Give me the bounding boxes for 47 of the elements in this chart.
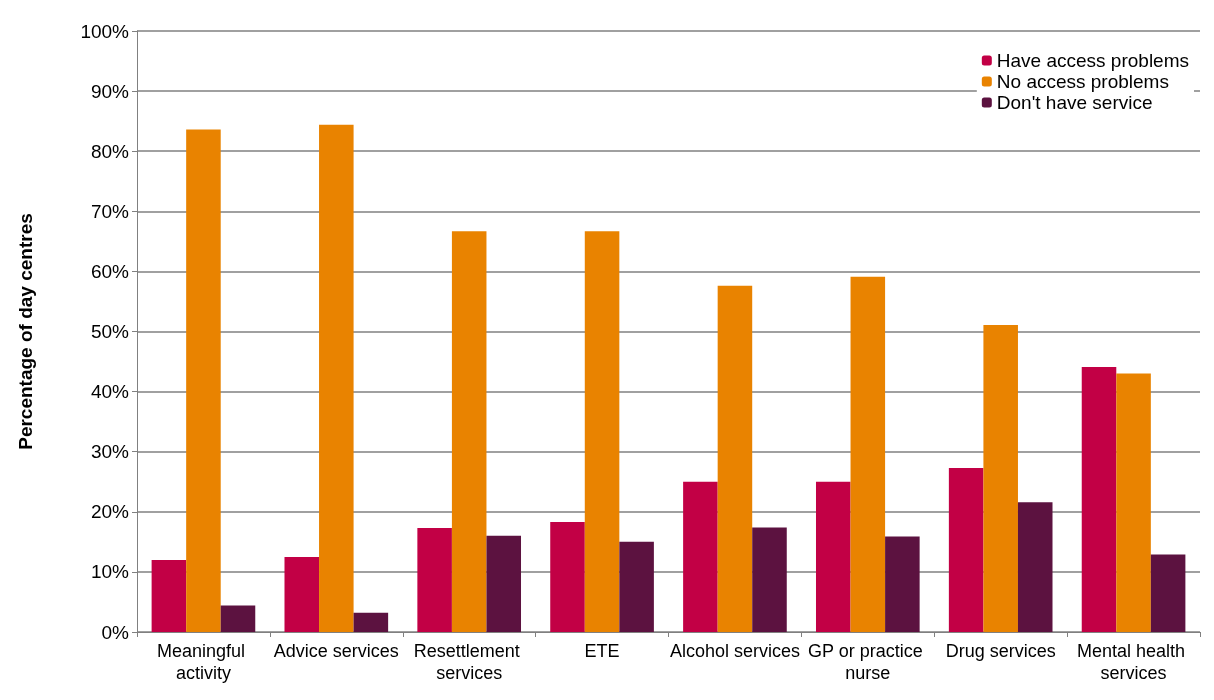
bar [220,605,256,632]
y-tick-label: 60% [90,260,130,282]
bar [717,285,753,632]
y-tick-label: 0% [101,621,130,643]
legend-label: Have access problems [996,50,1190,71]
bar [948,467,984,632]
bar [1116,373,1151,632]
y-tick-label: 20% [90,501,130,523]
x-tick-label: Resettlement services [413,641,525,683]
bar [353,612,389,632]
y-tick-label: 10% [90,561,130,583]
bar [815,481,851,632]
bar [186,129,221,632]
y-tick-label: 50% [90,321,130,342]
bar [550,522,585,632]
bar [619,541,654,632]
bar [417,528,452,632]
x-tick-label: GP or practice nurse [807,641,928,683]
bar [1017,502,1053,632]
bar [683,481,718,632]
x-tick-label: Mental health services [1077,641,1191,683]
bar [451,231,487,632]
x-tick-label: Meaningful activity [156,641,250,683]
y-tick-label: 70% [90,200,130,222]
bar [850,276,886,632]
y-tick-label: 100% [80,20,130,42]
x-tick-label: Advice services [273,641,399,661]
bar [752,527,787,632]
y-axis-title: Percentage of day centres [15,213,36,450]
bar [319,124,354,632]
bar [584,231,620,632]
x-tick-label: Alcohol services [669,641,800,661]
y-tick-label: 80% [90,140,130,162]
bar [486,535,522,632]
bar [1081,366,1117,632]
y-tick-label: 90% [90,80,130,102]
y-tick-label: 30% [90,441,130,463]
bar [983,324,1018,632]
legend-label: No access problems [996,71,1169,92]
bar [284,556,320,632]
bar [1150,554,1186,632]
bar [151,559,187,632]
x-tick-label: ETE [584,641,620,661]
x-tick-label: Drug services [945,641,1056,661]
y-tick-label: 40% [90,381,130,403]
bar [885,536,920,632]
legend-label: Don't have service [996,92,1153,113]
